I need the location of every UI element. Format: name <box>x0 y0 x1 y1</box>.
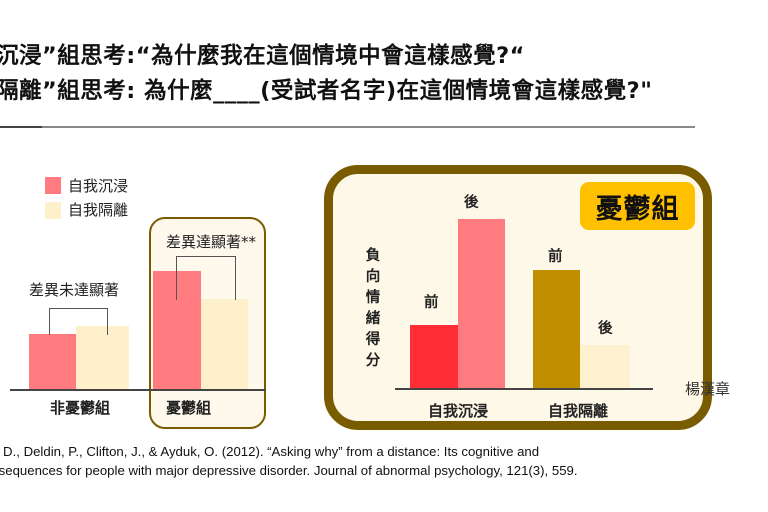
title-line-2: 隔離”組思考: 為什麼____(受試者名字)在這個情境會這樣感覺?" <box>0 78 653 104</box>
legend-label-self-distanced: 自我隔離 <box>68 201 129 219</box>
title-divider <box>0 126 695 128</box>
legend-label-self-immersed: 自我沉浸 <box>68 177 129 195</box>
bar-label-self-immersed-pre: 前 <box>424 295 439 311</box>
significance-label-depressed: 差異達顯著** <box>166 233 257 251</box>
citation-line-2: onsequences for people with major depres… <box>0 463 578 478</box>
bar-self-distanced-pre <box>533 270 580 388</box>
author-name: 楊漢章 <box>685 380 731 398</box>
title-line-1: 沉浸”組思考:“為什麼我在這個情境中會這樣感覺?“ <box>0 43 525 69</box>
legend-swatch-self-immersed <box>45 177 61 194</box>
significance-label-nondepressed: 差異未達顯著 <box>29 281 120 299</box>
category-label-nondepressed: 非憂鬱組 <box>50 399 111 417</box>
legend-swatch-self-distanced <box>45 202 61 219</box>
left-chart-baseline <box>10 389 266 391</box>
category-label-self-immersed: 自我沉浸 <box>428 402 489 420</box>
bar-self-immersed-post <box>458 219 505 388</box>
bar-depressed-self-distanced <box>201 299 248 389</box>
bar-depressed-self-immersed <box>153 271 201 389</box>
depressed-group-panel <box>324 165 712 430</box>
right-chart-baseline <box>395 388 653 390</box>
y-axis-label: 負向情緒得分 <box>365 248 381 369</box>
significance-bracket-nondepressed <box>49 308 108 335</box>
depressed-group-badge: 憂鬱組 <box>580 182 695 230</box>
category-label-self-distanced: 自我隔離 <box>548 402 609 420</box>
bar-label-self-immersed-post: 後 <box>464 195 479 211</box>
bar-label-self-distanced-post: 後 <box>598 321 613 337</box>
bar-nondepressed-self-distanced <box>76 326 129 389</box>
bar-label-self-distanced-pre: 前 <box>548 249 563 265</box>
citation-line-1: rd, D., Deldin, P., Clifton, J., & Ayduk… <box>0 444 540 459</box>
bar-self-immersed-pre <box>410 325 458 388</box>
bar-self-distanced-post <box>580 345 630 388</box>
category-label-depressed: 憂鬱組 <box>166 399 212 417</box>
significance-bracket-depressed <box>176 256 236 300</box>
bar-nondepressed-self-immersed <box>29 334 76 389</box>
